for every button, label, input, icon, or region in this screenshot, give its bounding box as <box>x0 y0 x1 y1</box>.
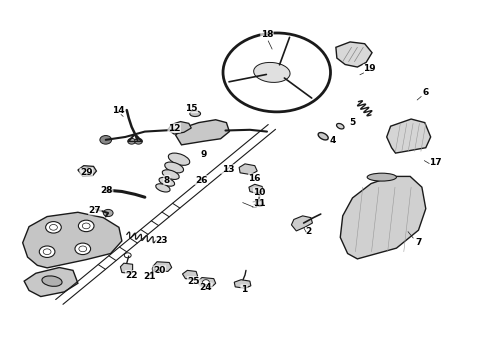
Text: 19: 19 <box>363 64 376 73</box>
Text: 7: 7 <box>415 238 421 247</box>
Ellipse shape <box>367 173 396 181</box>
Text: 25: 25 <box>188 276 200 285</box>
Polygon shape <box>78 166 97 176</box>
Ellipse shape <box>169 153 190 165</box>
Circle shape <box>39 246 55 257</box>
Circle shape <box>46 222 61 233</box>
Text: 5: 5 <box>349 118 356 127</box>
Ellipse shape <box>254 62 290 82</box>
Circle shape <box>152 266 160 272</box>
Polygon shape <box>234 280 251 288</box>
Text: 1: 1 <box>241 285 247 294</box>
Text: 8: 8 <box>164 176 170 185</box>
Circle shape <box>84 168 92 174</box>
Polygon shape <box>292 216 313 231</box>
Polygon shape <box>168 122 191 134</box>
Polygon shape <box>121 263 133 273</box>
Text: 27: 27 <box>89 206 101 215</box>
Text: 15: 15 <box>185 104 197 113</box>
Circle shape <box>78 220 94 231</box>
Text: 16: 16 <box>248 174 261 183</box>
Text: 10: 10 <box>253 188 266 197</box>
Polygon shape <box>23 212 122 268</box>
Circle shape <box>103 210 113 217</box>
Polygon shape <box>24 267 78 297</box>
Polygon shape <box>340 176 426 259</box>
Ellipse shape <box>159 177 174 186</box>
Text: 26: 26 <box>195 176 207 185</box>
Ellipse shape <box>318 132 328 140</box>
Text: 9: 9 <box>200 150 207 159</box>
Polygon shape <box>336 42 372 67</box>
Text: 28: 28 <box>100 186 113 195</box>
Ellipse shape <box>165 162 184 173</box>
Polygon shape <box>182 270 197 280</box>
Text: 23: 23 <box>156 237 168 246</box>
Polygon shape <box>153 262 172 271</box>
Text: 6: 6 <box>423 87 429 96</box>
Polygon shape <box>249 184 264 194</box>
Text: 13: 13 <box>221 165 234 174</box>
Text: 29: 29 <box>80 168 93 177</box>
Polygon shape <box>239 164 257 175</box>
Circle shape <box>100 135 112 144</box>
Text: 17: 17 <box>429 158 442 167</box>
Circle shape <box>75 243 91 255</box>
Ellipse shape <box>162 170 179 179</box>
Circle shape <box>135 138 143 144</box>
Polygon shape <box>175 120 229 145</box>
Text: 3: 3 <box>252 201 258 210</box>
Ellipse shape <box>156 184 170 192</box>
Text: 21: 21 <box>144 272 156 281</box>
Text: 12: 12 <box>168 123 180 132</box>
Text: 14: 14 <box>112 105 124 114</box>
Text: 4: 4 <box>330 136 336 145</box>
Circle shape <box>128 138 136 144</box>
Circle shape <box>202 280 209 285</box>
Ellipse shape <box>42 276 62 286</box>
Text: 18: 18 <box>261 30 273 39</box>
Circle shape <box>256 201 264 207</box>
Text: 24: 24 <box>199 283 212 292</box>
Text: 20: 20 <box>153 266 166 275</box>
Ellipse shape <box>337 123 344 129</box>
Polygon shape <box>197 278 216 287</box>
Text: 2: 2 <box>305 228 312 237</box>
Ellipse shape <box>190 111 200 117</box>
Text: 11: 11 <box>253 199 266 208</box>
Text: 22: 22 <box>125 270 138 279</box>
Polygon shape <box>387 119 431 153</box>
